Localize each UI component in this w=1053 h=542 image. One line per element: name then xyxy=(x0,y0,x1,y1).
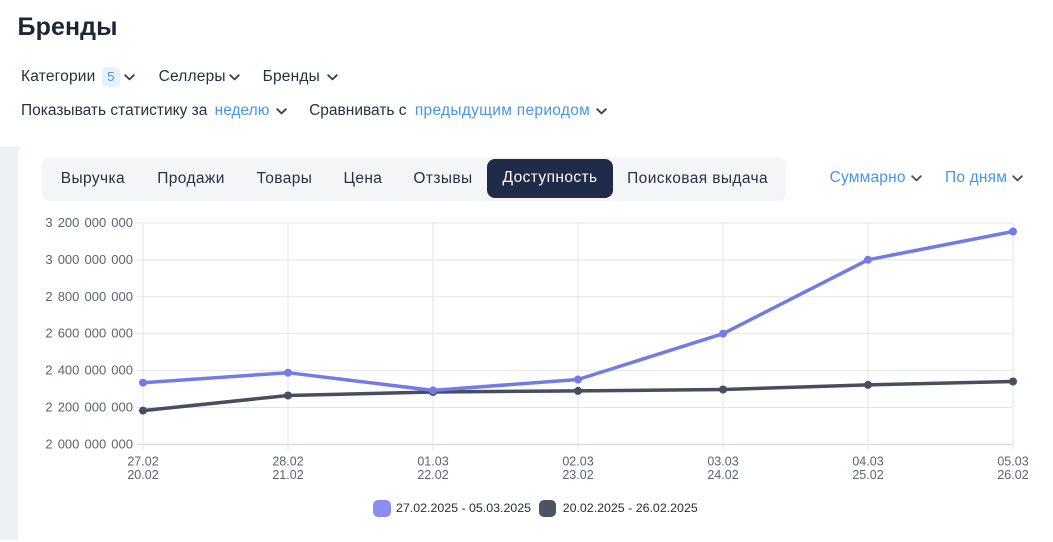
svg-text:21.02: 21.02 xyxy=(272,468,303,482)
svg-text:27.02: 27.02 xyxy=(127,455,158,469)
svg-text:01.03: 01.03 xyxy=(417,455,448,469)
svg-text:23.02: 23.02 xyxy=(562,468,593,482)
svg-text:2 800 000 000: 2 800 000 000 xyxy=(45,289,133,304)
svg-text:2 000 000 000: 2 000 000 000 xyxy=(45,436,133,451)
svg-text:04.03: 04.03 xyxy=(852,455,883,469)
svg-text:2 200 000 000: 2 200 000 000 xyxy=(45,400,133,415)
svg-text:25.02: 25.02 xyxy=(852,468,883,482)
svg-text:20.02: 20.02 xyxy=(127,468,158,482)
svg-text:28.02: 28.02 xyxy=(272,455,303,469)
svg-text:24.02: 24.02 xyxy=(707,468,738,482)
svg-text:3 200 000 000: 3 200 000 000 xyxy=(45,215,133,230)
svg-text:3 000 000 000: 3 000 000 000 xyxy=(45,252,133,267)
svg-text:2 400 000 000: 2 400 000 000 xyxy=(45,363,133,378)
svg-text:26.02: 26.02 xyxy=(997,468,1028,482)
svg-text:22.02: 22.02 xyxy=(417,468,448,482)
svg-text:02.03: 02.03 xyxy=(562,455,593,469)
svg-text:2 600 000 000: 2 600 000 000 xyxy=(45,326,133,341)
svg-text:03.03: 03.03 xyxy=(707,455,738,469)
svg-text:05.03: 05.03 xyxy=(997,455,1028,469)
